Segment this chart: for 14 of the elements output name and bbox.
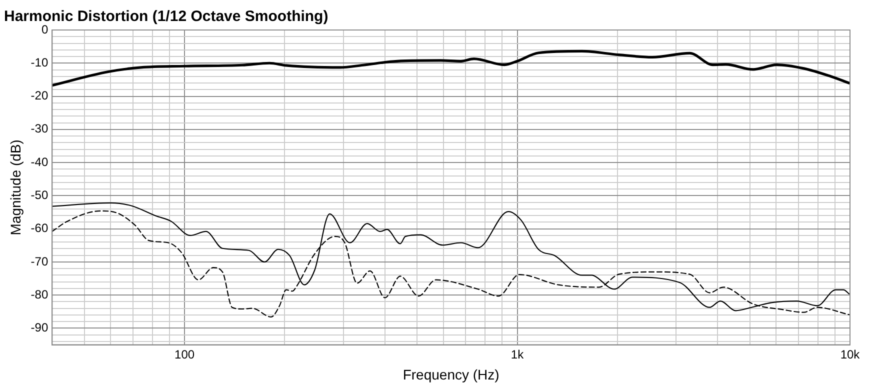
y-tick-label: -50 (30, 188, 48, 202)
y-tick-label: -20 (30, 88, 48, 103)
y-tick-label: -70 (30, 254, 48, 268)
y-tick-label: -30 (30, 122, 48, 136)
x-tick-label: 100 (174, 347, 195, 362)
x-tick-label: 1k (510, 347, 525, 362)
x-axis-title: Frequency (Hz) (402, 366, 500, 382)
y-tick-label: -90 (30, 320, 48, 335)
y-tick-label: -40 (30, 154, 48, 169)
y-tick-label: -10 (30, 55, 48, 70)
y-axis-title: Magnitude (dB) (7, 140, 24, 236)
y-tick-label: -60 (30, 221, 48, 236)
y-tick-label: -80 (30, 287, 48, 302)
x-tick-label: 10k (840, 347, 861, 362)
